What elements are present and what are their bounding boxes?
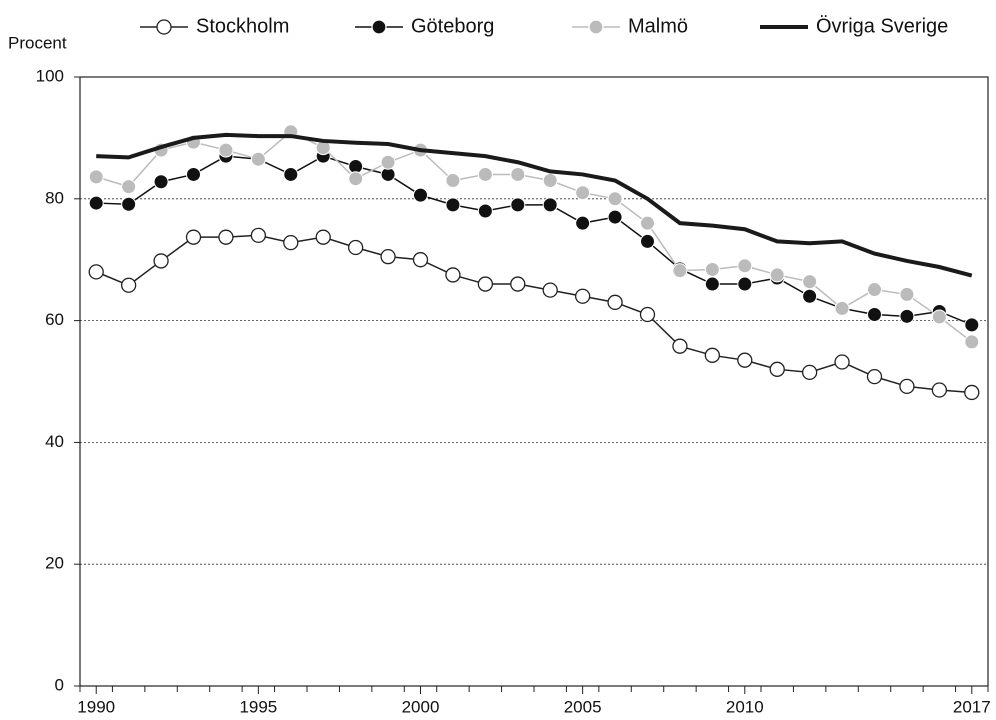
data-point — [445, 197, 461, 213]
data-point — [607, 191, 623, 207]
legend-marker — [371, 19, 387, 35]
data-point — [186, 166, 201, 182]
data-point — [801, 364, 818, 381]
data-point — [88, 195, 104, 211]
data-point — [477, 166, 493, 182]
data-point — [510, 276, 526, 292]
x-tick-label: 2017 — [953, 697, 991, 716]
legend-label: Malmö — [628, 15, 688, 37]
data-point — [88, 169, 104, 185]
x-tick-label: 1995 — [239, 697, 277, 716]
data-point — [185, 229, 202, 245]
data-point — [121, 196, 137, 212]
data-point — [218, 142, 234, 158]
data-point — [510, 197, 526, 213]
y-tick-label: 0 — [55, 675, 64, 694]
data-point — [964, 317, 980, 333]
data-point — [283, 166, 299, 182]
data-point — [283, 234, 299, 251]
data-point — [413, 187, 428, 203]
data-point — [899, 286, 915, 302]
data-point — [542, 173, 558, 189]
data-point — [477, 203, 493, 219]
data-point — [802, 288, 818, 304]
x-tick-label: 2000 — [402, 697, 440, 716]
data-point — [445, 267, 461, 283]
y-tick-label: 20 — [45, 554, 64, 573]
data-point — [737, 276, 753, 292]
data-point — [574, 288, 591, 304]
data-point — [640, 215, 655, 231]
data-point — [153, 174, 169, 190]
x-tick-label: 2010 — [726, 697, 764, 716]
y-tick-label: 100 — [36, 66, 64, 85]
data-point — [867, 307, 882, 323]
legend-marker — [588, 19, 604, 35]
data-point — [931, 309, 947, 325]
data-point — [737, 352, 753, 368]
data-point — [121, 179, 137, 195]
legend-marker — [156, 19, 172, 35]
data-point — [575, 185, 591, 201]
data-point — [737, 258, 753, 274]
series-line — [96, 155, 973, 326]
data-point — [607, 209, 623, 225]
data-point — [477, 276, 494, 292]
y-axis-label: Procent — [8, 33, 67, 52]
data-point — [964, 334, 980, 350]
data-point — [899, 378, 915, 395]
data-point — [639, 306, 656, 323]
data-point — [120, 277, 137, 293]
data-point — [250, 227, 267, 243]
series-line — [95, 234, 972, 394]
legend-label: Stockholm — [196, 15, 289, 37]
data-point — [640, 233, 655, 249]
data-point — [672, 338, 688, 354]
data-point — [802, 274, 818, 290]
legend-label: Göteborg — [411, 15, 494, 37]
data-point — [769, 361, 785, 377]
y-tick-label: 80 — [45, 188, 64, 207]
data-point — [672, 263, 688, 279]
data-point — [575, 215, 591, 231]
data-point — [218, 229, 234, 245]
x-tick-label: 1990 — [77, 697, 115, 716]
data-point — [412, 252, 429, 268]
data-point — [347, 239, 364, 256]
plot-frame — [79, 76, 989, 687]
data-point — [380, 249, 396, 265]
data-point — [704, 276, 720, 292]
data-point — [769, 267, 785, 283]
data-point — [348, 171, 364, 187]
data-point — [834, 300, 850, 316]
data-point — [607, 294, 623, 310]
data-point — [834, 354, 850, 370]
data-point — [542, 282, 558, 298]
data-point — [899, 308, 915, 324]
legend-label: Övriga Sverige — [816, 15, 948, 37]
data-point — [931, 382, 948, 398]
data-point — [866, 368, 883, 385]
x-tick-label: 2005 — [564, 697, 602, 716]
data-point — [250, 151, 266, 167]
data-point — [704, 261, 720, 277]
data-point — [380, 154, 396, 170]
y-tick-label: 60 — [45, 310, 64, 329]
data-point — [153, 253, 169, 269]
data-point — [315, 229, 331, 245]
y-tick-label: 40 — [45, 432, 64, 451]
data-point — [510, 166, 526, 182]
data-point — [542, 197, 558, 213]
data-point — [704, 347, 721, 363]
data-point — [445, 173, 461, 189]
data-point — [867, 282, 882, 298]
series-line — [95, 130, 973, 343]
data-point — [88, 264, 104, 280]
series-line — [96, 132, 973, 278]
data-point — [964, 384, 980, 401]
